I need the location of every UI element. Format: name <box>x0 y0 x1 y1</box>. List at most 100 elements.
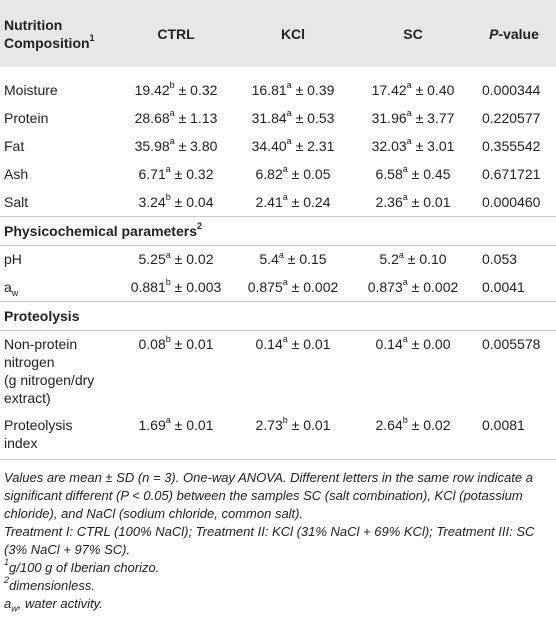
sd-value: 0.15 <box>299 251 327 268</box>
section-heading: Physicochemical parameters2 <box>0 215 556 246</box>
table-body: Moisture 19.42b ± 0.32 16.81a ± 0.39 17.42a… <box>0 67 556 460</box>
section-row: Proteolysis <box>0 300 556 331</box>
value-cell: 6.71a ± 0.32 <box>120 160 232 188</box>
significance-letter: a <box>286 80 292 91</box>
footnote-treatments: Treatment I: CTRL (100% NaCl); Treatment… <box>4 523 535 557</box>
p-value-cell: 0.355542 <box>482 138 541 154</box>
plus-minus: ± <box>178 82 187 98</box>
significance-letter: a <box>165 164 171 175</box>
sd-value: 0.01 <box>186 417 214 433</box>
value-cell: 5.4a ± 0.15 <box>232 245 354 273</box>
value-cell: 2.36a ± 0.01 <box>354 188 472 216</box>
mean-value: 0.08 <box>138 335 166 352</box>
sd-value: 0.002 <box>423 278 459 295</box>
mean-value: 0.881 <box>130 278 166 295</box>
plus-minus: ± <box>178 110 187 126</box>
plus-minus: ± <box>174 417 183 433</box>
significance-letter: a <box>402 192 408 203</box>
table-row: Salt 3.24b ± 0.04 2.41a ± 0.24 2.36a ± 0.01… <box>0 188 556 216</box>
sd-value: 0.24 <box>303 193 331 210</box>
section-footnote-mark: 2 <box>197 220 203 231</box>
value-cell: 31.84a ± 0.53 <box>232 104 354 132</box>
sd-value: 0.39 <box>307 82 335 98</box>
sd-value: 0.10 <box>419 251 447 268</box>
plus-minus: ± <box>174 335 183 352</box>
significance-letter: a <box>286 108 292 119</box>
table-row: Moisture 19.42b ± 0.32 16.81a ± 0.39 17.42a… <box>0 76 556 104</box>
value-cell: 0.873a ± 0.002 <box>354 273 472 301</box>
label-line: (g nitrogen/dry <box>4 371 95 388</box>
value-cell: 32.03a ± 3.01 <box>354 132 472 160</box>
value-cell: 0.875a ± 0.002 <box>232 273 354 301</box>
mean-value: 5.2 <box>379 251 399 268</box>
mean-value: 35.98 <box>134 138 170 154</box>
plus-minus: ± <box>411 335 420 352</box>
plus-minus: ± <box>174 166 183 182</box>
mean-value: 2.73 <box>255 417 283 433</box>
p-value-cell: 0.005578 <box>482 335 541 352</box>
significance-letter: a <box>402 333 408 344</box>
mean-value: 0.873 <box>367 278 403 295</box>
table-row: Proteolysis index 1.69a ± 0.01 2.73b ± 0.01… <box>0 412 556 460</box>
sd-value: 0.32 <box>186 166 214 182</box>
plus-minus: ± <box>291 193 300 210</box>
header-kcl: KCl <box>280 25 306 42</box>
results-table: Nutrition Composition1 CTRL KCl SC P-val… <box>0 0 556 460</box>
plus-minus: ± <box>411 278 420 295</box>
value-cell: 16.81a ± 0.39 <box>232 76 354 104</box>
sd-value: 0.01 <box>186 335 214 352</box>
table-row: Fat 35.98a ± 3.80 34.40a ± 2.31 32.03a ± 3.… <box>0 132 556 160</box>
row-label: pH <box>4 251 22 268</box>
significance-letter: a <box>282 333 288 344</box>
plus-minus: ± <box>415 110 424 126</box>
sd-value: 0.002 <box>303 278 339 295</box>
significance-letter: a <box>169 108 175 119</box>
mean-value: 16.81 <box>251 82 287 98</box>
value-cell: 0.08b ± 0.01 <box>120 330 232 412</box>
sd-value: 3.01 <box>427 138 455 154</box>
row-label: Salt <box>4 193 29 210</box>
plus-minus: ± <box>291 417 300 433</box>
significance-letter: a <box>165 415 171 426</box>
table-row: aw 0.881b ± 0.003 0.875a ± 0.002 0.873a ± 0… <box>0 273 556 301</box>
label-main: a <box>4 278 12 295</box>
value-cell: 28.68a ± 1.13 <box>120 104 232 132</box>
value-cell: 6.58a ± 0.45 <box>354 160 472 188</box>
value-cell: 3.24b ± 0.04 <box>120 188 232 216</box>
sd-value: 0.53 <box>307 110 335 126</box>
significance-letter: b <box>165 277 171 288</box>
value-cell: 0.881b ± 0.003 <box>120 273 232 301</box>
significance-letter: a <box>402 277 408 288</box>
significance-letter: b <box>402 415 408 426</box>
value-cell: 1.69a ± 0.01 <box>120 412 232 460</box>
plus-minus: ± <box>407 251 416 268</box>
value-cell: 0.14a ± 0.00 <box>354 330 472 412</box>
significance-letter: a <box>406 108 412 119</box>
mean-value: 32.03 <box>371 138 407 154</box>
significance-letter: b <box>169 80 175 91</box>
label-line: nitrogen <box>4 353 55 370</box>
plus-minus: ± <box>415 82 424 98</box>
plus-minus: ± <box>295 82 304 98</box>
plus-minus: ± <box>291 278 300 295</box>
mean-value: 28.68 <box>134 110 170 126</box>
mean-value: 0.875 <box>247 278 283 295</box>
row-label: aw <box>0 273 120 301</box>
significance-letter: b <box>282 415 288 426</box>
label-line: Proteolysis <box>4 417 73 433</box>
label-subscript: w <box>11 287 19 298</box>
section-label: Physicochemical parameters <box>4 222 197 239</box>
row-label: Fat <box>4 138 25 154</box>
plus-minus: ± <box>411 417 420 433</box>
mean-value: 2.64 <box>375 417 403 433</box>
table-footnotes: Values are mean ± SD (n = 3). One-way AN… <box>0 460 556 613</box>
value-cell: 5.25a ± 0.02 <box>120 245 232 273</box>
value-cell: 0.14a ± 0.01 <box>232 330 354 412</box>
header-p-value: P-value <box>489 25 539 42</box>
significance-letter: a <box>406 136 412 147</box>
value-cell: 2.41a ± 0.24 <box>232 188 354 216</box>
significance-letter: a <box>282 277 288 288</box>
row-label: Protein <box>4 110 49 126</box>
p-value-cell: 0.671721 <box>482 166 541 182</box>
plus-minus: ± <box>411 166 420 182</box>
